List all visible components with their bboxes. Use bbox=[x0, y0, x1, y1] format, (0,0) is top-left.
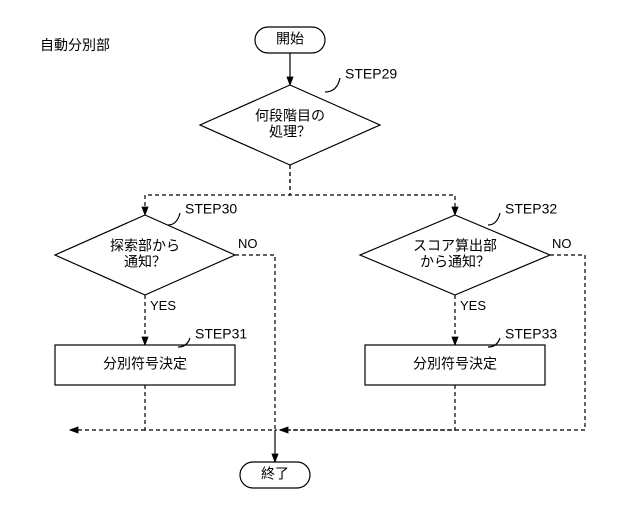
label-step31: STEP31 bbox=[195, 326, 247, 342]
node-step30-text-0: 探索部から bbox=[110, 238, 180, 254]
label-tick-step32 bbox=[488, 213, 500, 225]
edge-label-e32_no: NO bbox=[552, 236, 572, 251]
edge-8 bbox=[280, 385, 455, 430]
diagram-title: 自動分別部 bbox=[40, 37, 110, 53]
nodes-group: 開始何段階目の処理？ 探索部から通知？ スコア算出部から通知？ 分別符号決定 分別符号決… bbox=[55, 27, 550, 488]
edge-label-e30_no: NO bbox=[238, 236, 258, 251]
node-end-text-0: 終了 bbox=[261, 466, 289, 482]
node-step33-text-0: 分別符号決定 bbox=[413, 356, 497, 372]
edge-label-e30_yes: YES bbox=[150, 298, 176, 313]
node-step32-text-0: スコア算出部 bbox=[413, 238, 497, 254]
node-step32-text-1: から通知？ bbox=[420, 254, 490, 270]
node-start-text-0: 開始 bbox=[276, 31, 304, 47]
node-step30: 探索部から通知？ bbox=[55, 215, 235, 295]
edge-5 bbox=[235, 255, 275, 430]
node-step31-text-0: 分別符号決定 bbox=[103, 356, 187, 372]
label-step33: STEP33 bbox=[505, 326, 557, 342]
label-step32: STEP32 bbox=[505, 201, 557, 217]
label-step29: STEP29 bbox=[345, 66, 397, 82]
node-start: 開始 bbox=[255, 27, 325, 53]
node-step31: 分別符号決定 bbox=[55, 345, 235, 385]
label-tick-step30 bbox=[168, 213, 180, 225]
node-step32: スコア算出部から通知？ bbox=[360, 215, 550, 295]
label-step30: STEP30 bbox=[185, 201, 237, 217]
node-step29: 何段階目の処理？ bbox=[200, 85, 380, 165]
node-step30-text-1: 通知？ bbox=[124, 254, 166, 270]
node-end: 終了 bbox=[240, 462, 310, 488]
edge-7 bbox=[145, 385, 275, 430]
node-step29-text-0: 何段階目の bbox=[255, 108, 325, 124]
node-step29-text-1: 処理？ bbox=[269, 124, 311, 140]
edge-2 bbox=[290, 165, 455, 215]
node-step33: 分別符号決定 bbox=[365, 345, 545, 385]
edge-label-e32_yes: YES bbox=[460, 298, 486, 313]
label-tick-step29 bbox=[325, 78, 340, 92]
